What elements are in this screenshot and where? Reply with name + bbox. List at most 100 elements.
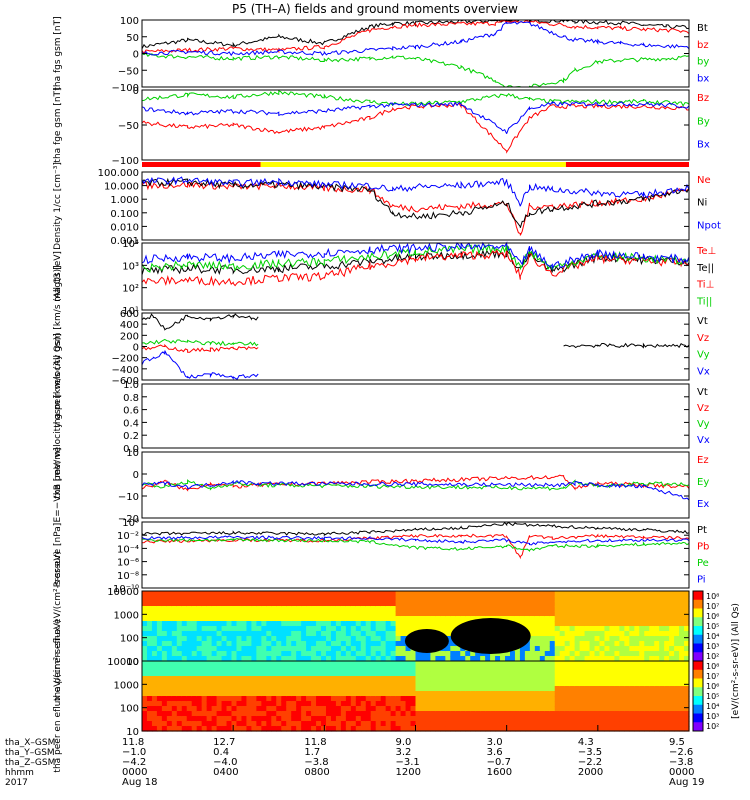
- spectrogram-cell: [201, 706, 208, 712]
- spectrogram-cell: [166, 601, 173, 607]
- spectrogram-cell: [584, 591, 591, 597]
- spectrogram-cell: [216, 656, 223, 662]
- spectrogram-cell: [654, 596, 660, 602]
- spectrogram-cell: [574, 626, 581, 632]
- spectrogram-cell: [151, 596, 158, 602]
- spectrogram-cell: [440, 611, 446, 617]
- spectrogram-cell: [500, 616, 506, 622]
- spectrogram-cell: [306, 726, 312, 732]
- spectrogram-cell: [455, 691, 461, 697]
- spectrogram-cell: [514, 691, 521, 697]
- spectrogram-cell: [325, 651, 332, 657]
- spectrogram-cell: [529, 706, 536, 712]
- spectrogram-cell: [201, 691, 208, 697]
- spectrogram-cell: [340, 621, 347, 627]
- spectrogram-cell: [415, 656, 422, 662]
- spectrogram-cell: [216, 676, 223, 682]
- y-tick-label: 10⁻⁶: [117, 558, 139, 569]
- spectrogram-cell: [425, 651, 432, 657]
- spectrogram-cell: [534, 651, 541, 657]
- spectrogram-cell: [674, 651, 680, 657]
- spectrogram-cell: [350, 701, 357, 707]
- spectrogram-cell: [360, 611, 367, 617]
- spectrogram-cell: [370, 661, 377, 667]
- spectrogram-cell: [191, 626, 198, 632]
- spectrogram-cell: [236, 606, 243, 612]
- spectrogram-cell: [196, 661, 203, 667]
- spectrogram-cell: [410, 601, 417, 607]
- spectrogram-cell: [430, 666, 436, 672]
- spectrogram-cell: [266, 676, 272, 682]
- spectrogram-cell: [644, 726, 650, 732]
- spectrogram-cell: [206, 621, 213, 627]
- spectrogram-cell: [246, 661, 252, 667]
- spectrogram-cell: [659, 646, 665, 652]
- spectrogram-cell: [644, 706, 650, 712]
- spectrogram-cell: [365, 611, 372, 617]
- legend-entry-By: By: [697, 116, 710, 127]
- spectrogram-cell: [514, 716, 521, 722]
- spectrogram-cell: [311, 626, 317, 632]
- spectrogram-cell: [644, 666, 650, 672]
- spectrogram-cell: [654, 726, 660, 732]
- spectrogram-cell: [614, 721, 620, 727]
- spectrogram-cell: [360, 641, 367, 647]
- spectrogram-cell: [529, 681, 536, 687]
- spectrogram-cell: [301, 606, 307, 612]
- spectrogram-cell: [360, 706, 367, 712]
- spectrogram-cell: [321, 626, 327, 632]
- spectrogram-cell: [390, 661, 397, 667]
- spectrogram-cell: [345, 611, 352, 617]
- spectrogram-cell: [594, 711, 601, 717]
- spectrogram-cell: [609, 626, 616, 632]
- spectrogram-cell: [355, 661, 362, 667]
- spectrogram-cell: [360, 631, 367, 637]
- spectrogram-cell: [400, 671, 407, 677]
- spectrogram-cell: [505, 706, 511, 712]
- spectrogram-cell: [360, 681, 367, 687]
- spectrogram-cell: [246, 606, 252, 612]
- spectrogram-cell: [559, 646, 566, 652]
- spectrogram-cell: [460, 601, 466, 607]
- panel-frame: [141, 383, 690, 449]
- spectrogram-cell: [679, 616, 685, 622]
- spectrogram-cell: [296, 651, 302, 657]
- spectrogram-cell: [599, 641, 606, 647]
- spectrogram-cell: [524, 716, 531, 722]
- spectrogram-cell: [142, 606, 148, 612]
- spectrogram-cell: [186, 601, 193, 607]
- spectrogram-cell: [251, 606, 257, 612]
- spectrogram-cell: [415, 666, 422, 672]
- spectrogram-cell: [221, 681, 228, 687]
- spectrogram-cell: [455, 611, 461, 617]
- x-axis-value: −4.0: [213, 757, 237, 768]
- spectrogram-cell: [151, 656, 158, 662]
- spectrogram-cell: [221, 606, 228, 612]
- spectrogram-cell: [375, 606, 382, 612]
- spectrogram-cell: [325, 721, 332, 727]
- spectrogram-cell: [350, 666, 357, 672]
- spectrogram-cell: [669, 646, 675, 652]
- spectrogram-cell: [669, 621, 675, 627]
- spectrogram-cell: [604, 686, 611, 692]
- spectrogram-cell: [335, 636, 342, 642]
- spectrogram-cell: [236, 676, 243, 682]
- spectrogram-cell: [450, 591, 456, 597]
- x-axis-value: −4.2: [122, 757, 146, 768]
- spectrogram-cell: [166, 651, 173, 657]
- spectrogram-cell: [226, 641, 233, 647]
- spectrogram-cell: [539, 636, 546, 642]
- spectrogram-cell: [181, 666, 188, 672]
- spectrogram-cell: [529, 656, 536, 662]
- spectrogram-cell: [534, 696, 541, 702]
- spectrogram-cell: [480, 716, 486, 722]
- spectrogram-cell: [296, 641, 302, 647]
- spectrogram-cell: [539, 726, 546, 732]
- spectrogram-cell: [455, 656, 461, 662]
- spectrogram-cell: [654, 691, 660, 697]
- spectrogram-cell: [370, 641, 377, 647]
- spectrogram-cell: [306, 676, 312, 682]
- spectrogram-cell: [360, 721, 367, 727]
- spectrogram-cell: [261, 601, 267, 607]
- spectrogram-cell: [549, 706, 556, 712]
